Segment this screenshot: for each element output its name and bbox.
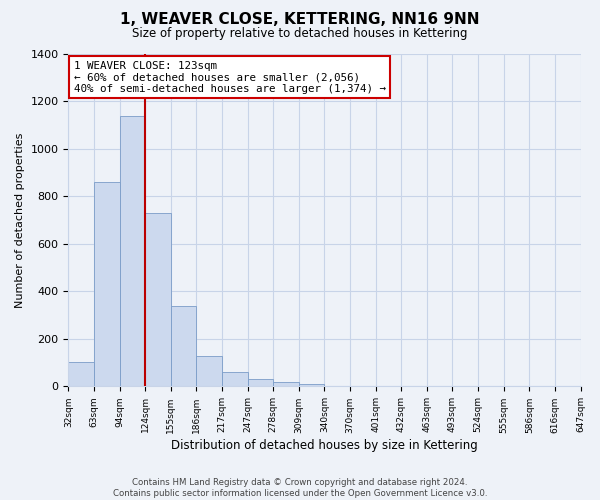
Bar xyxy=(119,116,145,386)
Bar xyxy=(196,356,222,386)
Text: 1 WEAVER CLOSE: 123sqm
← 60% of detached houses are smaller (2,056)
40% of semi-: 1 WEAVER CLOSE: 123sqm ← 60% of detached… xyxy=(74,60,386,94)
Bar xyxy=(273,382,299,386)
Text: 1, WEAVER CLOSE, KETTERING, NN16 9NN: 1, WEAVER CLOSE, KETTERING, NN16 9NN xyxy=(120,12,480,28)
Bar xyxy=(171,306,196,386)
Text: Size of property relative to detached houses in Kettering: Size of property relative to detached ho… xyxy=(132,28,468,40)
Bar xyxy=(94,182,119,386)
Bar xyxy=(145,213,171,386)
Text: Contains HM Land Registry data © Crown copyright and database right 2024.
Contai: Contains HM Land Registry data © Crown c… xyxy=(113,478,487,498)
Bar xyxy=(299,384,325,386)
Y-axis label: Number of detached properties: Number of detached properties xyxy=(15,132,25,308)
X-axis label: Distribution of detached houses by size in Kettering: Distribution of detached houses by size … xyxy=(171,440,478,452)
Bar xyxy=(68,362,94,386)
Bar xyxy=(248,380,273,386)
Bar xyxy=(222,372,248,386)
